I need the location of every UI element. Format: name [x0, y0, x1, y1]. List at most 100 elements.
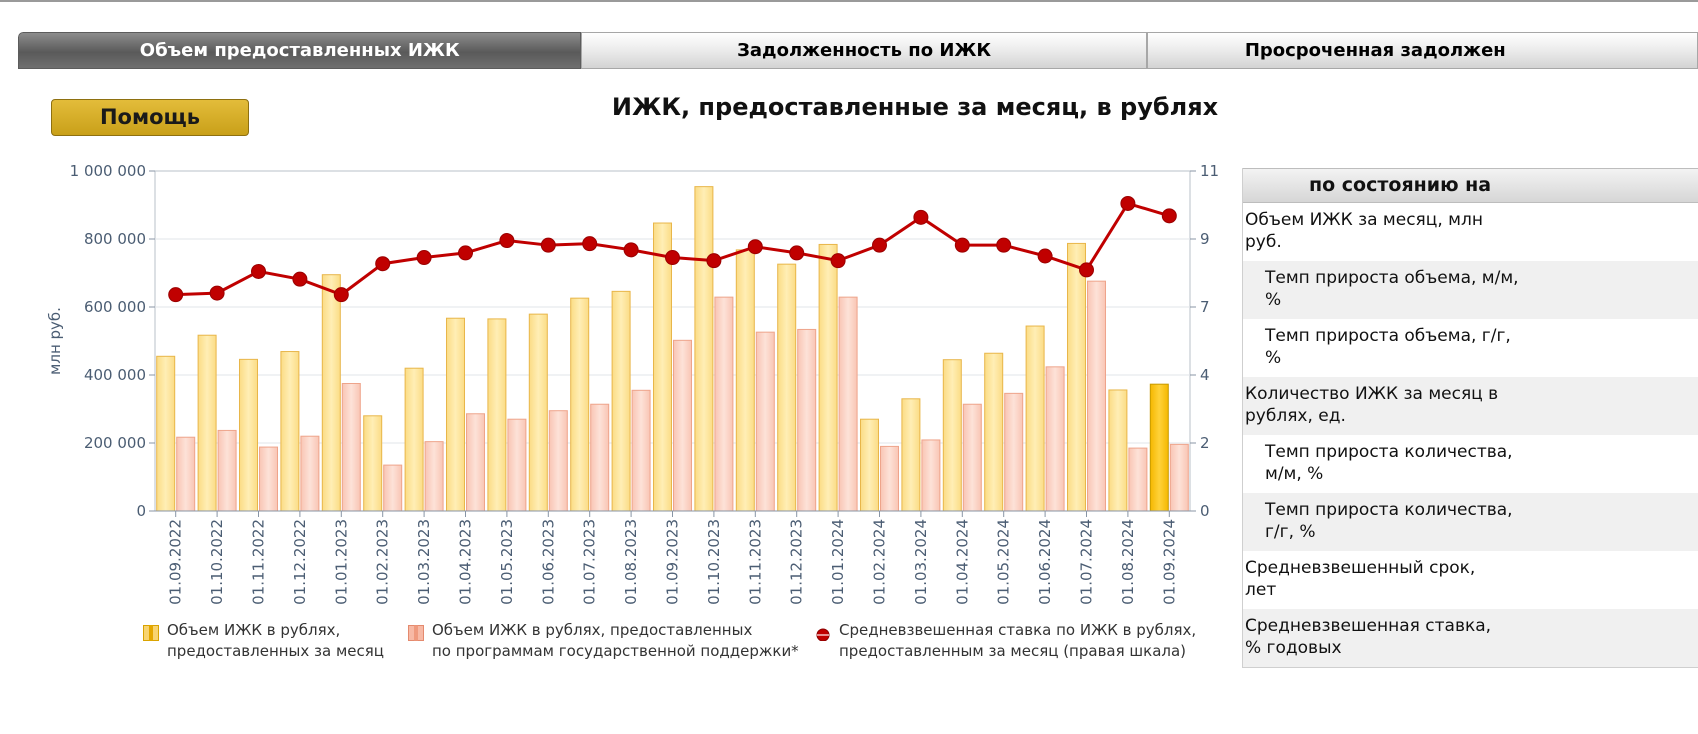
bar-gov-support [838, 296, 858, 512]
legend-swatch-rate [816, 628, 830, 641]
bar-gov-support [921, 439, 941, 512]
y-tick-label: 1 000 000 [70, 162, 146, 180]
x-tick-label: 01.04.2024 [953, 519, 971, 605]
bar-volume [528, 313, 548, 512]
y-tick-label: 600 000 [84, 298, 146, 316]
legend-rate-line1: Средневзвешенная ставка по ИЖК в рублях, [839, 621, 1197, 639]
legend-item-rate: Средневзвешенная ставка по ИЖК в рублях,… [815, 620, 1196, 662]
point-rate [789, 245, 805, 261]
legend-item-gov-support: Объем ИЖК в рублях, предоставленных по пр… [408, 620, 799, 662]
y-tick-label: 200 000 [84, 434, 146, 452]
bar-volume [446, 317, 465, 512]
point-rate [251, 263, 266, 279]
bar-volume [1149, 383, 1169, 512]
point-rate [913, 209, 929, 225]
x-tick-label: 01.06.2024 [1036, 519, 1054, 605]
bar-volume [653, 222, 672, 512]
bar-volume [777, 263, 797, 512]
bar-volume [404, 367, 424, 512]
point-rate [1120, 195, 1136, 211]
bar-volume [818, 243, 838, 512]
bar-gov-support [548, 410, 568, 512]
x-tick-label: 01.09.2024 [1160, 519, 1178, 605]
x-tick-label: 01.11.2022 [250, 519, 268, 605]
x-tick-label: 01.05.2023 [498, 519, 516, 605]
bar-gov-support [217, 429, 237, 512]
legend-gov-line2: по программам государственной поддержки* [432, 642, 799, 660]
x-tick-label: 01.10.2022 [208, 519, 226, 605]
bar-volume [197, 334, 217, 512]
top-border [0, 0, 1698, 2]
bar-volume [942, 359, 962, 512]
x-tick-label: 01.07.2024 [1078, 519, 1096, 605]
x-tick-label: 01.06.2023 [539, 519, 557, 605]
bar-volume [901, 398, 921, 512]
y2-tick-label: 0 [1200, 502, 1210, 520]
legend-rate-line2: предоставленным за месяц (правая шкала) [839, 642, 1187, 660]
point-rate [168, 287, 184, 303]
legend-item-volume: Объем ИЖК в рублях, предоставленных за ме… [143, 620, 384, 662]
side-row-count-yy: Темп прироста количества, г/г, % [1243, 493, 1698, 551]
bar-gov-support [176, 436, 196, 512]
y2-tick-label: 9 [1200, 230, 1210, 248]
x-tick-label: 01.01.2024 [829, 519, 847, 605]
point-rate [1079, 262, 1094, 278]
tab-volume[interactable]: Объем предоставленных ИЖК [18, 32, 582, 69]
tab-debt[interactable]: Задолженность по ИЖК [581, 32, 1147, 69]
bar-volume [1108, 389, 1128, 512]
point-rate [333, 287, 349, 303]
point-rate [623, 242, 639, 258]
legend-swatch-gov-support [408, 625, 424, 641]
y2-tick-label: 11 [1200, 162, 1219, 180]
point-rate [209, 285, 225, 301]
bar-volume [1067, 242, 1086, 512]
bar-gov-support [466, 413, 485, 512]
bar-gov-support [755, 331, 775, 512]
x-tick-label: 01.09.2023 [664, 519, 682, 605]
chart: 0 200 000 400 000 600 000 800 000 1 000 000 0 2… [46, 162, 1219, 605]
bar-volume [363, 415, 383, 512]
x-tick-label: 01.05.2024 [995, 519, 1013, 605]
bar-volume [570, 297, 590, 512]
bar-volume [611, 290, 631, 512]
chart-title: ИЖК, предоставленные за месяц, в рублях [611, 93, 1219, 121]
point-rate [954, 237, 970, 253]
bar-gov-support [673, 339, 692, 512]
y-tick-label: 0 [136, 502, 146, 520]
bar-volume [694, 186, 714, 512]
side-row-count: Количество ИЖК за месяц в рублях, ед. [1243, 377, 1698, 435]
legend-swatch-volume [143, 625, 159, 641]
y2-tick-label: 4 [1200, 366, 1210, 384]
x-tick-label: 01.08.2024 [1119, 519, 1137, 605]
legend-volume-line1: Объем ИЖК в рублях, [167, 621, 341, 639]
point-rate [292, 271, 308, 287]
help-button[interactable]: Помощь [51, 99, 249, 136]
bar-gov-support [1004, 392, 1024, 512]
point-rate [458, 245, 473, 261]
bar-volume [1025, 325, 1045, 512]
tab-bar: Объем предоставленных ИЖК Задолженность … [18, 32, 1698, 69]
bar-gov-support [590, 403, 610, 512]
bar-gov-support [424, 441, 444, 512]
x-tick-label: 01.04.2023 [457, 519, 475, 605]
y-tick-label: 400 000 [84, 366, 146, 384]
y2-tick-label: 2 [1200, 434, 1210, 452]
bar-volume [280, 351, 300, 512]
side-row-volume: Объем ИЖК за месяц, млн руб. [1245, 210, 1483, 252]
legend-volume-line2: предоставленных за месяц [167, 642, 385, 660]
bar-gov-support [300, 435, 320, 512]
side-row-volume-mm: Темп прироста объема, м/м, % [1243, 261, 1698, 319]
x-tick-label: 01.07.2023 [581, 519, 599, 605]
bar-gov-support [1045, 366, 1065, 512]
x-tick-label: 01.03.2024 [912, 519, 930, 605]
tab-overdue-debt[interactable]: Просроченная задолжен [1146, 32, 1698, 69]
x-tick-label: 01.12.2023 [788, 519, 806, 605]
x-tick-label: 01.12.2022 [291, 519, 309, 605]
bar-gov-support [880, 445, 899, 512]
bar-gov-support [1128, 447, 1148, 512]
bar-gov-support [259, 446, 278, 512]
bar-gov-support [383, 464, 403, 512]
bar-volume [156, 355, 176, 512]
point-rate [416, 250, 432, 266]
point-rate [747, 239, 763, 255]
